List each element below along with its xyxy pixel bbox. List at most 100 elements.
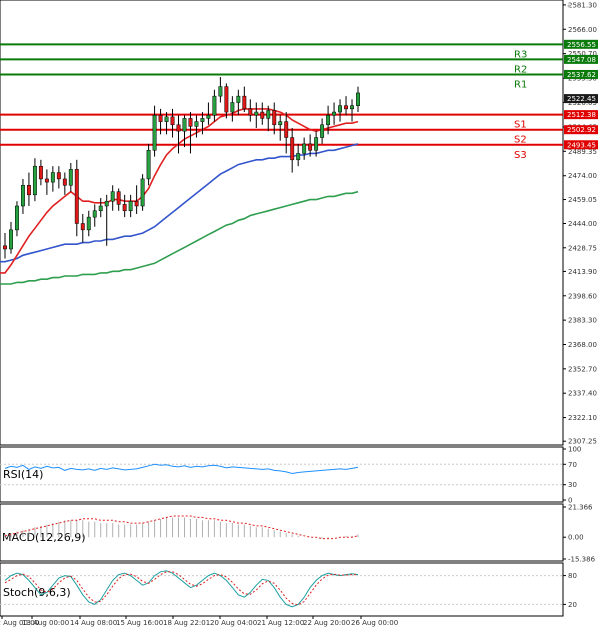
candle [32,158,37,202]
candle [224,83,229,119]
candle-body-up [350,105,354,110]
candle [230,96,235,122]
corner-dot [567,4,571,8]
candle-body-up [236,95,241,103]
candle [122,194,127,218]
candle [266,105,271,132]
candle [9,221,13,254]
candle-body-up [98,205,103,212]
candle-body-up [20,185,25,207]
level-tag-r3 [564,39,598,49]
candle [188,112,193,154]
candle-body-up [332,111,337,116]
candle [56,166,61,189]
candle-body-down [284,121,289,138]
price-tick-label: 2428.75 [568,244,597,252]
candle-body-down [134,200,139,207]
candle-body-up [314,137,319,151]
rsi-tick-label: 70 [568,461,577,469]
candle-body-down [44,178,49,183]
rsi-tick-label: 100 [568,446,581,454]
candle-body-up [140,178,145,207]
candle [158,108,163,135]
level-tag-r2 [564,54,598,64]
candle [290,127,295,173]
candle-body-up [254,111,259,116]
level-value-s2: 2502.92 [567,126,596,134]
candle-body-up [152,114,157,151]
candle-body-down [290,137,295,161]
candle-body-down [56,172,61,180]
candle-body-up [110,191,115,202]
level-name-s2: S2 [514,135,527,146]
candle [254,102,259,128]
candle-body-down [188,118,193,127]
candle-body-up [104,200,109,207]
price-tags: 2556.55 2547.08 2537.62 2512.38 2502.92 2493.… [564,39,598,150]
candle [176,115,181,154]
candle-body-up [164,116,169,122]
candle-body-up [266,110,271,119]
candle-body-down [26,185,31,196]
candle-body-up [320,124,325,138]
candle [260,102,265,125]
price-tick-label: 2352.70 [568,365,597,373]
candle [62,172,67,195]
candle [296,143,301,167]
current-price-value: 2522.45 [567,95,596,103]
candle [80,213,85,243]
level-value-r2: 2547.08 [567,56,596,64]
main-price-panel: R3 R2 R1 S1 S2 S3 [0,0,564,446]
level-value-s1: 2512.38 [567,111,596,119]
candle-body-up [212,95,217,116]
macd-label: MACD(12,26,9) [2,531,86,544]
rsi-tick-label: 0 [568,497,572,505]
candle [38,159,43,186]
price-tick-label: 2368.00 [568,341,597,349]
candle [248,99,253,122]
level-tag-s1 [564,110,598,120]
price-tick-label: 2383.30 [568,317,597,325]
candle-body-up [194,121,199,127]
candle-body-up [146,150,151,180]
time-tick-label: 26 Aug 00:00 [351,619,398,627]
level-value-r1: 2537.62 [567,71,596,79]
candle-body-down [176,124,181,132]
price-tick-label: 2474.00 [568,172,597,180]
candle-body-down [158,114,163,122]
macd-tick-label: -15.386 [568,556,596,564]
price-tick-label: 2489.35 [568,148,597,156]
candle-body-down [260,111,265,119]
ema-green-line [0,190,359,285]
candle [356,86,360,113]
candle [134,185,139,214]
rsi-tick-label: 30 [568,481,577,489]
candle-body-up [92,210,97,218]
time-tick-label: 12 Aug 00:00 [0,619,39,627]
level-name-r1: R1 [514,79,527,90]
price-tick-label: 2444.00 [568,220,597,228]
price-tick-label: 2322.10 [568,414,597,422]
time-tick-label: 18 Aug 22:01 [163,619,210,627]
macd-tick-label: 0.00 [568,534,584,542]
macd-panel: MACD(12,26,9) 21.366 0.00 -15.386 [0,503,596,564]
stoch-label: Stoch(9,6,3) [3,586,71,599]
candle [194,115,199,138]
candle [332,102,337,125]
candle [20,178,25,214]
candle-body-down [74,169,79,224]
candle-body-up [50,172,55,183]
rsi-line [4,463,359,475]
level-name-r3: R3 [514,49,527,60]
price-tick-label: 2398.60 [568,292,597,300]
candle-body-up [32,165,37,196]
candle [110,185,115,211]
candle [128,194,133,218]
time-tick-label: 20 Aug 04:00 [210,619,257,627]
candle [272,102,277,135]
candle-body-down [242,95,247,110]
stoch-d-line [4,571,358,606]
candle [98,198,103,218]
candle [326,105,331,135]
candle-body-down [170,116,175,126]
